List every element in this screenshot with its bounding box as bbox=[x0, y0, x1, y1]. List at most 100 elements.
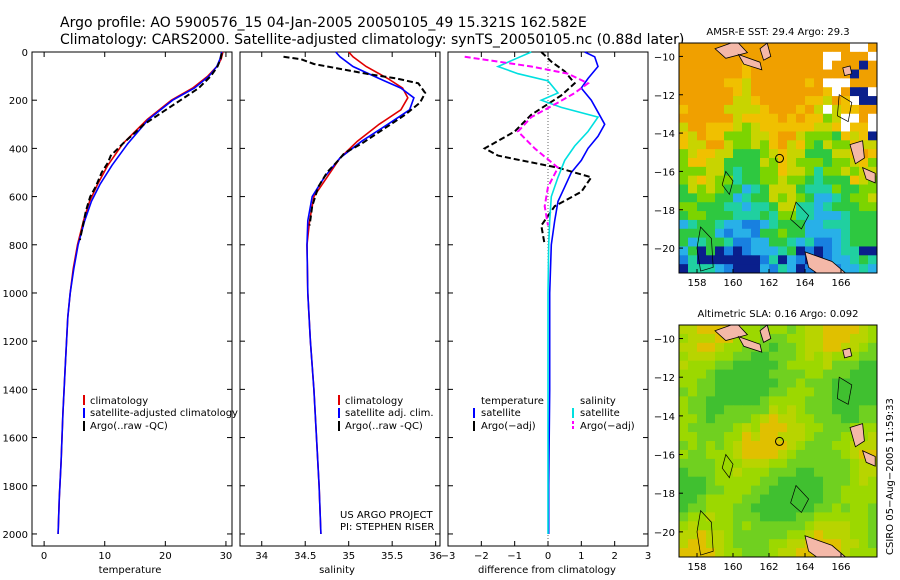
map-cell bbox=[679, 342, 689, 353]
map-cell bbox=[679, 396, 689, 406]
map-cell bbox=[859, 521, 869, 531]
map-cell bbox=[796, 530, 806, 540]
map-cell bbox=[769, 78, 779, 88]
map-cell bbox=[850, 184, 860, 194]
map-cell bbox=[805, 264, 815, 273]
map-cell bbox=[751, 211, 761, 221]
map-cell bbox=[841, 193, 851, 203]
map-cell bbox=[850, 96, 860, 106]
map-cell bbox=[778, 96, 788, 106]
map-cell bbox=[742, 202, 752, 212]
map-cell bbox=[724, 193, 734, 203]
map-x-tick-label: 160 bbox=[723, 278, 742, 289]
map-cell bbox=[760, 476, 770, 487]
map-cell bbox=[751, 122, 761, 132]
map-cell bbox=[859, 441, 869, 451]
map-cell bbox=[787, 449, 797, 460]
temperature-legend: climatology satellite-adjusted climatolo… bbox=[83, 395, 238, 432]
map-cell bbox=[751, 449, 761, 460]
map-cell bbox=[787, 423, 797, 433]
map-cell bbox=[769, 166, 779, 177]
map-cell bbox=[706, 122, 716, 132]
map-cell bbox=[688, 193, 698, 203]
map-cell bbox=[679, 131, 689, 141]
map-cell bbox=[814, 387, 824, 397]
map-cell bbox=[742, 193, 752, 203]
timestamp-label: CSIRO 05−Aug−2005 11:59:33 bbox=[885, 398, 896, 555]
map-cell bbox=[823, 219, 833, 230]
map-cell bbox=[832, 202, 842, 212]
map-cell bbox=[814, 476, 824, 487]
map-cell bbox=[841, 521, 851, 531]
map-cell bbox=[688, 104, 698, 115]
map-cell bbox=[733, 396, 743, 406]
map-cell bbox=[733, 432, 743, 442]
sla-map-field bbox=[679, 325, 877, 557]
map-cell bbox=[724, 530, 734, 540]
map-cell bbox=[733, 264, 743, 273]
map-cell bbox=[715, 396, 725, 406]
map-cell bbox=[715, 521, 725, 531]
y-tick-label: 1600 bbox=[3, 434, 28, 445]
map-cell bbox=[706, 104, 716, 115]
map-cell bbox=[787, 264, 797, 273]
map-cell bbox=[769, 69, 779, 79]
map-cell bbox=[715, 113, 725, 124]
map-cell bbox=[868, 423, 877, 433]
map-cell bbox=[715, 237, 725, 247]
map-cell bbox=[832, 342, 842, 353]
map-cell bbox=[796, 325, 806, 335]
map-cell bbox=[787, 467, 797, 478]
map-cell bbox=[814, 96, 824, 106]
map-y-tick-label: −10 bbox=[654, 52, 675, 63]
map-cell bbox=[823, 512, 833, 522]
map-cell bbox=[850, 104, 860, 115]
map-cell bbox=[679, 87, 689, 97]
map-cell bbox=[733, 122, 743, 132]
map-cell bbox=[760, 485, 770, 495]
map-cell bbox=[832, 396, 842, 406]
map-cell bbox=[859, 193, 869, 203]
map-cell bbox=[769, 140, 779, 150]
map-cell bbox=[859, 228, 869, 239]
salinity-panel-frame bbox=[239, 51, 441, 547]
map-cell bbox=[688, 158, 698, 168]
map-cell bbox=[814, 512, 824, 522]
map-cell bbox=[832, 246, 842, 256]
island-landmass bbox=[759, 325, 772, 343]
map-cell bbox=[769, 87, 779, 97]
reef-contour bbox=[790, 201, 810, 230]
reef-contour bbox=[837, 94, 853, 123]
map-cell bbox=[733, 228, 743, 239]
map-cell bbox=[697, 432, 707, 442]
map-cell bbox=[778, 342, 788, 353]
series-line-salinity-argo-adj- bbox=[464, 55, 590, 226]
map-cell bbox=[841, 467, 851, 478]
map-cell bbox=[796, 521, 806, 531]
map-cell bbox=[823, 458, 833, 469]
map-cell bbox=[814, 246, 824, 256]
map-cell bbox=[697, 503, 707, 513]
map-cell bbox=[706, 43, 716, 53]
map-cell bbox=[688, 78, 698, 88]
map-cell bbox=[688, 87, 698, 97]
map-cell bbox=[868, 503, 877, 513]
map-cell bbox=[760, 342, 770, 353]
x-tick-label: −1 bbox=[507, 551, 522, 562]
map-cell bbox=[751, 503, 761, 513]
map-cell bbox=[751, 140, 761, 150]
map-y-tick-label: −12 bbox=[654, 373, 675, 384]
map-cell bbox=[841, 360, 851, 371]
map-cell bbox=[796, 369, 806, 379]
map-cell bbox=[706, 351, 716, 362]
map-cell bbox=[760, 237, 770, 247]
map-cell bbox=[688, 43, 698, 53]
map-cell bbox=[796, 175, 806, 185]
map-cell bbox=[859, 530, 869, 540]
map-cell bbox=[742, 43, 752, 53]
map-cell bbox=[805, 228, 815, 239]
x-tick-label: 34.5 bbox=[294, 551, 316, 562]
map-cell bbox=[787, 60, 797, 70]
map-cell bbox=[760, 378, 770, 388]
map-cell bbox=[697, 69, 707, 79]
